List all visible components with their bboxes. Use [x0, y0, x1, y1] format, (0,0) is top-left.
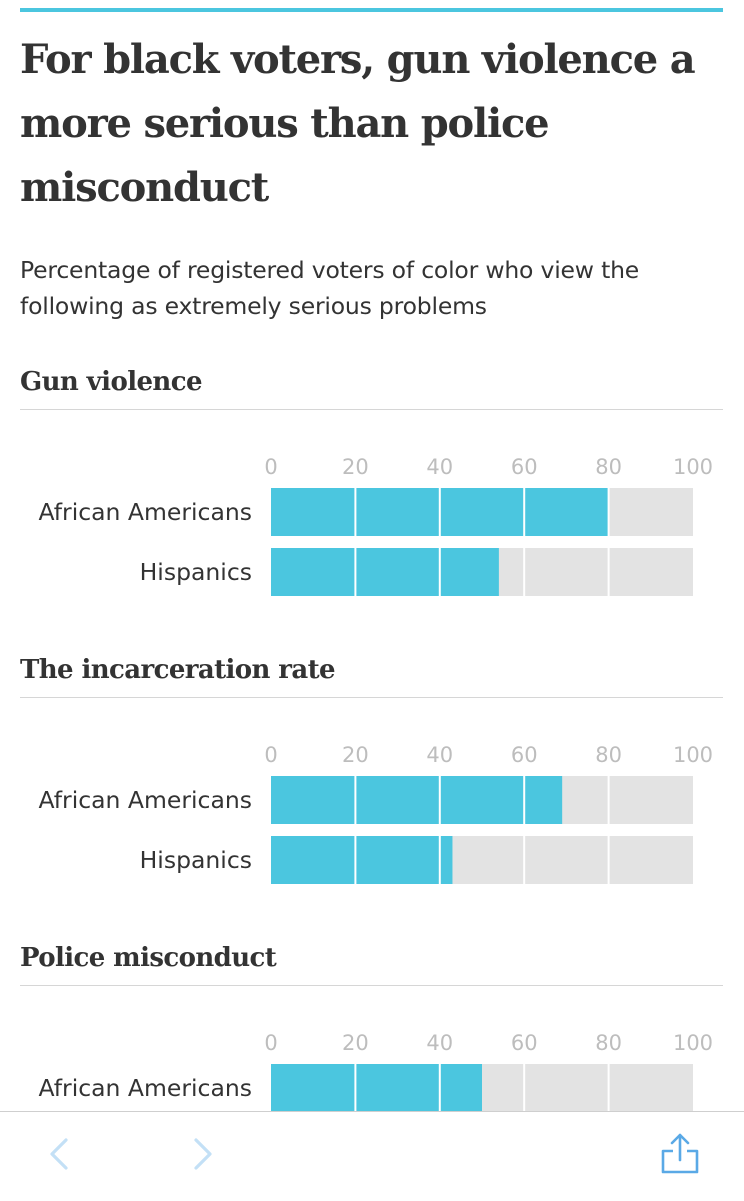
bottom-toolbar — [0, 1111, 744, 1201]
axis-tick-label: 100 — [673, 1031, 713, 1055]
axis-tick-label: 60 — [511, 455, 538, 479]
chart-title: For black voters, gun violence a more se… — [20, 36, 696, 211]
axis-tick-label: 40 — [426, 455, 453, 479]
panel-title: The incarceration rate — [20, 655, 336, 685]
bar — [271, 776, 563, 824]
chevron-left-icon — [50, 1138, 68, 1170]
chart-panel-gun-violence: Gun violence 0 20 40 60 80 100 African America… — [0, 364, 744, 614]
top-accent-rule — [20, 8, 723, 12]
bar-chart-police-misconduct: 0 20 40 60 80 100 African Americans — [39, 1031, 713, 1112]
axis-tick-label: 40 — [426, 1031, 453, 1055]
panel-divider — [20, 697, 723, 698]
axis-tick-label: 60 — [511, 1031, 538, 1055]
bar — [271, 836, 453, 884]
bar-chart-gun-violence: 0 20 40 60 80 100 African Americans Hispanics — [39, 455, 713, 596]
axis-tick-label: 0 — [264, 743, 277, 767]
panel-title: Police misconduct — [20, 943, 277, 973]
forward-button[interactable] — [180, 1132, 224, 1176]
bar-chart-incarceration-rate: 0 20 40 60 80 100 African Americans Hispanics — [39, 743, 713, 884]
axis-tick-label: 60 — [511, 743, 538, 767]
back-button[interactable] — [38, 1132, 82, 1176]
share-button[interactable] — [658, 1132, 702, 1176]
axis-tick-label: 20 — [342, 1031, 369, 1055]
category-label: Hispanics — [140, 558, 252, 586]
panel-divider — [20, 985, 723, 986]
panel-title: Gun violence — [20, 367, 202, 397]
bar — [271, 1064, 482, 1112]
chevron-right-icon — [194, 1138, 212, 1170]
axis-tick-label: 40 — [426, 743, 453, 767]
axis-tick-label: 80 — [595, 1031, 622, 1055]
axis-tick-label: 20 — [342, 743, 369, 767]
category-label: African Americans — [39, 786, 252, 814]
category-label: African Americans — [39, 498, 252, 526]
axis-tick-label: 0 — [264, 1031, 277, 1055]
bar — [271, 548, 499, 596]
axis-tick-label: 100 — [673, 743, 713, 767]
category-label: African Americans — [39, 1074, 252, 1102]
axis-tick-label: 100 — [673, 455, 713, 479]
panel-divider — [20, 409, 723, 410]
axis-tick-label: 0 — [264, 455, 277, 479]
share-icon — [661, 1133, 699, 1174]
category-label: Hispanics — [140, 846, 252, 874]
chart-panel-incarceration-rate: The incarceration rate 0 20 40 60 80 100 Afric… — [0, 652, 744, 902]
chart-panel-police-misconduct: Police misconduct 0 20 40 60 80 100 African Am… — [0, 940, 744, 1190]
axis-tick-label: 80 — [595, 743, 622, 767]
chart-subtitle: Percentage of registered voters of color… — [20, 256, 640, 320]
axis-tick-label: 20 — [342, 455, 369, 479]
axis-tick-label: 80 — [595, 455, 622, 479]
